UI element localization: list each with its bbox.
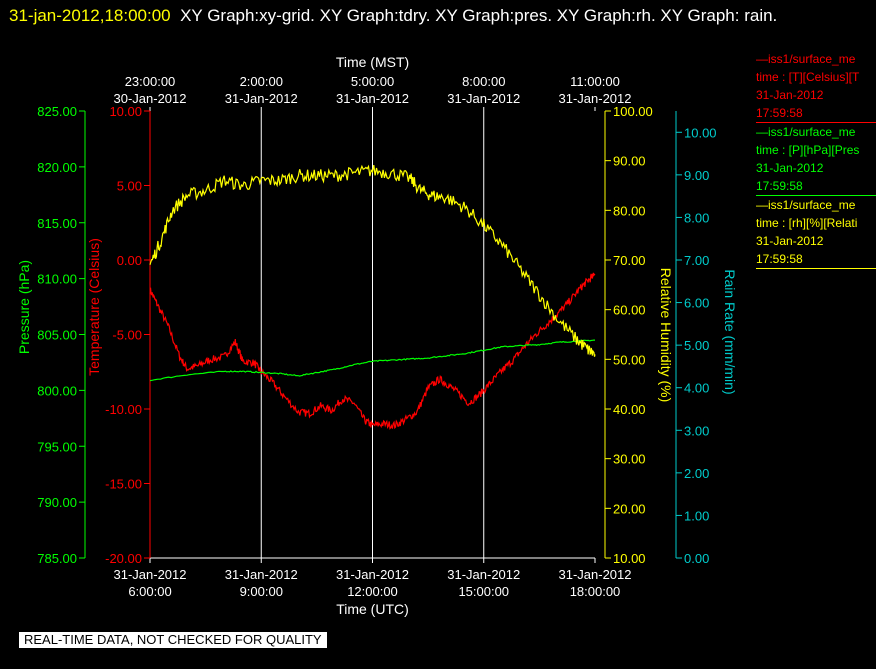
x-top-tick-label-date: 31-Jan-2012 bbox=[336, 91, 409, 106]
pressure-tick-label: 815.00 bbox=[37, 216, 77, 231]
rain-tick-label: 3.00 bbox=[684, 423, 709, 438]
rain-tick-label: 1.00 bbox=[684, 508, 709, 523]
x-tick-label-time: 9:00:00 bbox=[240, 584, 283, 599]
x-tick-label-time: 6:00:00 bbox=[128, 584, 171, 599]
legend-entry-temperature[interactable]: —iss1/surface_me time : [T][Celsius][T 3… bbox=[756, 50, 876, 123]
x-top-tick-label-time: 8:00:00 bbox=[462, 74, 505, 89]
x-tick-label-date: 31-Jan-2012 bbox=[114, 567, 187, 582]
legend-series-name: —iss1/surface_me bbox=[756, 52, 856, 66]
quality-warning: REAL-TIME DATA, NOT CHECKED FOR QUALITY bbox=[19, 632, 327, 648]
rain-tick-label: 0.00 bbox=[684, 551, 709, 566]
pressure-tick-label: 790.00 bbox=[37, 495, 77, 510]
x-top-tick-label-date: 31-Jan-2012 bbox=[559, 91, 632, 106]
x-top-tick-label-time: 2:00:00 bbox=[240, 74, 283, 89]
graph-titles: XY Graph:xy-grid. XY Graph:tdry. XY Grap… bbox=[180, 6, 778, 25]
temperature-tick-label: 10.00 bbox=[109, 104, 142, 119]
legend-series-desc: time : [T][Celsius][T bbox=[756, 70, 860, 84]
pressure-axis-label: Pressure (hPa) bbox=[16, 260, 32, 354]
legend: —iss1/surface_me time : [T][Celsius][T 3… bbox=[756, 50, 876, 269]
rain-tick-label: 9.00 bbox=[684, 168, 709, 183]
pressure-tick-label: 795.00 bbox=[37, 439, 77, 454]
humidity-tick-label: 50.00 bbox=[613, 352, 646, 367]
x-top-tick-label-date: 30-Jan-2012 bbox=[114, 91, 187, 106]
rain-axis-label: Rain Rate (mm/min) bbox=[722, 269, 738, 394]
temperature-tick-label: 5.00 bbox=[117, 179, 142, 194]
legend-entry-pressure[interactable]: —iss1/surface_me time : [P][hPa][Pres 31… bbox=[756, 123, 876, 196]
x-top-tick-label-time: 5:00:00 bbox=[351, 74, 394, 89]
humidity-tick-label: 100.00 bbox=[613, 104, 653, 119]
x-tick-label-time: 15:00:00 bbox=[458, 584, 509, 599]
legend-series-name: —iss1/surface_me bbox=[756, 198, 856, 212]
humidity-tick-label: 10.00 bbox=[613, 551, 646, 566]
legend-entry-humidity[interactable]: —iss1/surface_me time : [rh][%][Relati 3… bbox=[756, 196, 876, 269]
humidity-tick-label: 30.00 bbox=[613, 452, 646, 467]
legend-date: 31-Jan-2012 bbox=[756, 234, 824, 248]
temperature-tick-label: 0.00 bbox=[117, 253, 142, 268]
rain-tick-label: 7.00 bbox=[684, 253, 709, 268]
temperature-series-line bbox=[149, 272, 596, 430]
legend-time: 17:59:58 bbox=[756, 252, 803, 266]
x-top-tick-label-date: 31-Jan-2012 bbox=[447, 91, 520, 106]
chart-title: 31-jan-2012,18:00:00 XY Graph:xy-grid. X… bbox=[9, 2, 859, 30]
x-tick-label-date: 31-Jan-2012 bbox=[336, 567, 409, 582]
x-top-tick-label-time: 11:00:00 bbox=[570, 74, 620, 89]
x-top-tick-label-time: 23:00:00 bbox=[125, 74, 176, 89]
legend-time: 17:59:58 bbox=[756, 179, 803, 193]
temperature-tick-label: -20.00 bbox=[105, 551, 142, 566]
x-tick-label-time: 18:00:00 bbox=[570, 584, 621, 599]
rain-tick-label: 8.00 bbox=[684, 210, 709, 225]
timestamp: 31-jan-2012,18:00:00 bbox=[9, 6, 171, 25]
humidity-tick-label: 80.00 bbox=[613, 203, 646, 218]
x-axis-label-mst: Time (MST) bbox=[336, 54, 409, 70]
pressure-tick-label: 785.00 bbox=[37, 551, 77, 566]
pressure-series-line bbox=[149, 339, 595, 382]
legend-date: 31-Jan-2012 bbox=[756, 161, 824, 175]
humidity-tick-label: 60.00 bbox=[613, 303, 646, 318]
temperature-tick-label: -10.00 bbox=[105, 402, 142, 417]
pressure-tick-label: 805.00 bbox=[37, 328, 77, 343]
temperature-tick-label: -5.00 bbox=[112, 328, 142, 343]
legend-series-desc: time : [rh][%][Relati bbox=[756, 216, 858, 230]
x-tick-label-time: 12:00:00 bbox=[347, 584, 398, 599]
rain-tick-label: 4.00 bbox=[684, 381, 709, 396]
humidity-axis-label: Relative Humidity (%) bbox=[658, 268, 674, 403]
pressure-tick-label: 810.00 bbox=[37, 272, 77, 287]
pressure-tick-label: 825.00 bbox=[37, 104, 77, 119]
temperature-axis-label: Temperature (Celsius) bbox=[86, 238, 102, 376]
rain-tick-label: 10.00 bbox=[684, 125, 717, 140]
humidity-tick-label: 90.00 bbox=[613, 154, 646, 169]
humidity-tick-label: 40.00 bbox=[613, 402, 646, 417]
legend-series-name: —iss1/surface_me bbox=[756, 125, 856, 139]
rain-tick-label: 6.00 bbox=[684, 296, 709, 311]
pressure-tick-label: 800.00 bbox=[37, 383, 77, 398]
humidity-series-line bbox=[149, 164, 596, 357]
x-axis-label-utc: Time (UTC) bbox=[336, 601, 409, 617]
temperature-tick-label: -15.00 bbox=[105, 477, 142, 492]
legend-time: 17:59:58 bbox=[756, 106, 803, 120]
pressure-tick-label: 820.00 bbox=[37, 160, 77, 175]
legend-date: 31-Jan-2012 bbox=[756, 88, 824, 102]
x-tick-label-date: 31-Jan-2012 bbox=[447, 567, 520, 582]
rain-tick-label: 5.00 bbox=[684, 338, 709, 353]
x-tick-label-date: 31-Jan-2012 bbox=[225, 567, 298, 582]
x-tick-label-date: 31-Jan-2012 bbox=[559, 567, 632, 582]
rain-tick-label: 2.00 bbox=[684, 466, 709, 481]
humidity-tick-label: 20.00 bbox=[613, 501, 646, 516]
humidity-tick-label: 70.00 bbox=[613, 253, 646, 268]
legend-series-desc: time : [P][hPa][Pres bbox=[756, 143, 860, 157]
x-top-tick-label-date: 31-Jan-2012 bbox=[225, 91, 298, 106]
